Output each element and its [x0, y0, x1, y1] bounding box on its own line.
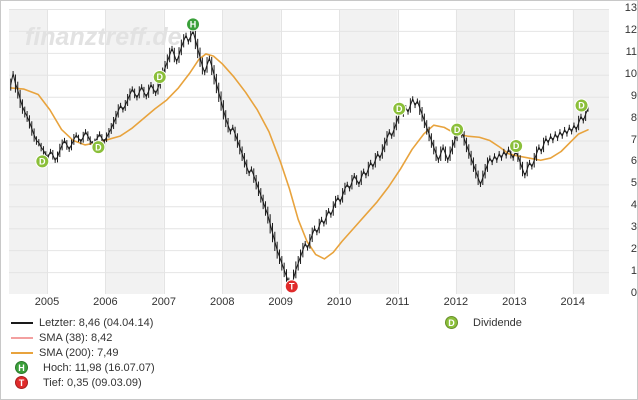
chart-svg: D D D H T D D D D	[9, 9, 609, 294]
y-tick-label: 12	[624, 23, 637, 36]
x-tick-label: 2005	[34, 296, 60, 308]
x-tick-label: 2010	[326, 296, 352, 308]
legend-label-sma200: SMA (200): 7,49	[39, 347, 119, 359]
legend-row-hoch: H Hoch: 11,98 (16.07.07)	[11, 361, 627, 376]
chart-marker-dividend[interactable]: D	[152, 69, 167, 84]
svg-text:T: T	[289, 282, 295, 292]
x-tick-label: 2007	[151, 296, 177, 308]
y-tick-label: 8	[630, 111, 637, 124]
y-tick-label: 0	[630, 287, 637, 299]
legend-marker-low: T	[15, 376, 28, 389]
y-tick-label: 11	[625, 45, 637, 58]
chart-marker-low[interactable]: T	[284, 279, 299, 294]
legend-dividend: D Dividende	[441, 316, 522, 331]
legend-row-tief: T Tief: 0,35 (09.03.09)	[11, 376, 627, 391]
y-tick-label: 7	[630, 133, 637, 146]
x-tick-label: 2014	[560, 296, 586, 308]
x-tick-label: 2009	[268, 296, 293, 308]
y-tick-label: 10	[624, 67, 637, 80]
legend-row-letzter: Letzter: 8,46 (04.04.14) D Dividende	[11, 316, 627, 331]
legend-swatch-sma38	[11, 336, 33, 339]
chart-marker-dividend[interactable]: D	[450, 122, 465, 137]
legend-label-dividend: Dividende	[473, 317, 522, 329]
y-tick-label: 6	[630, 155, 637, 168]
x-tick-label: 2008	[209, 296, 235, 308]
svg-text:D: D	[39, 157, 46, 167]
legend-label-tief: Tief: 0,35 (09.03.09)	[43, 377, 142, 389]
legend-label-letzter: Letzter: 8,46 (04.04.14)	[39, 317, 154, 329]
legend-marker-high: H	[15, 361, 28, 374]
chart-plot-area: D D D H T D D D D finanztreff.de	[9, 9, 609, 294]
legend-marker-dividend: D	[445, 316, 458, 329]
chart-marker-dividend[interactable]: D	[35, 154, 50, 169]
x-axis: 2005 2006 2007 2008 2009 2010 2011 2012 2013 2014	[1, 296, 621, 312]
chart-marker-high[interactable]: H	[186, 17, 201, 32]
y-tick-label: 13	[624, 2, 637, 14]
watermark-finanztreff: finanztreff.de	[25, 23, 182, 51]
svg-text:D: D	[454, 125, 461, 135]
svg-text:D: D	[396, 104, 403, 114]
y-axis: 0 1 2 3 4 5 6 7 8 9 10 11 12 13	[609, 1, 637, 301]
svg-text:H: H	[190, 20, 197, 30]
svg-text:D: D	[95, 142, 102, 152]
legend-row-sma200: SMA (200): 7,49	[11, 346, 627, 361]
y-tick-label: 9	[630, 89, 637, 102]
y-tick-label: 2	[630, 243, 637, 256]
y-tick-label: 4	[630, 199, 637, 212]
chart-marker-dividend[interactable]: D	[91, 140, 106, 155]
y-tick-label: 1	[630, 265, 637, 278]
x-tick-label: 2006	[93, 296, 118, 308]
x-tick-label: 2013	[502, 296, 527, 308]
chart-marker-dividend[interactable]: D	[574, 98, 589, 113]
x-tick-label: 2012	[443, 296, 469, 308]
svg-text:D: D	[513, 141, 520, 151]
legend-swatch-sma200	[11, 351, 33, 354]
chart-legend: Letzter: 8,46 (04.04.14) D Dividende SMA …	[11, 316, 627, 391]
legend-label-hoch: Hoch: 11,98 (16.07.07)	[43, 362, 155, 374]
y-tick-label: 5	[630, 177, 637, 190]
chart-marker-dividend[interactable]: D	[509, 139, 524, 154]
svg-text:D: D	[578, 101, 585, 111]
legend-label-sma38: SMA (38): 8,42	[39, 332, 113, 344]
y-tick-label: 3	[630, 221, 637, 234]
svg-text:D: D	[156, 72, 163, 82]
legend-row-sma38: SMA (38): 8,42	[11, 331, 627, 346]
legend-swatch-letzter	[11, 321, 33, 324]
chart-marker-dividend[interactable]: D	[392, 101, 407, 116]
x-tick-label: 2011	[385, 296, 410, 308]
